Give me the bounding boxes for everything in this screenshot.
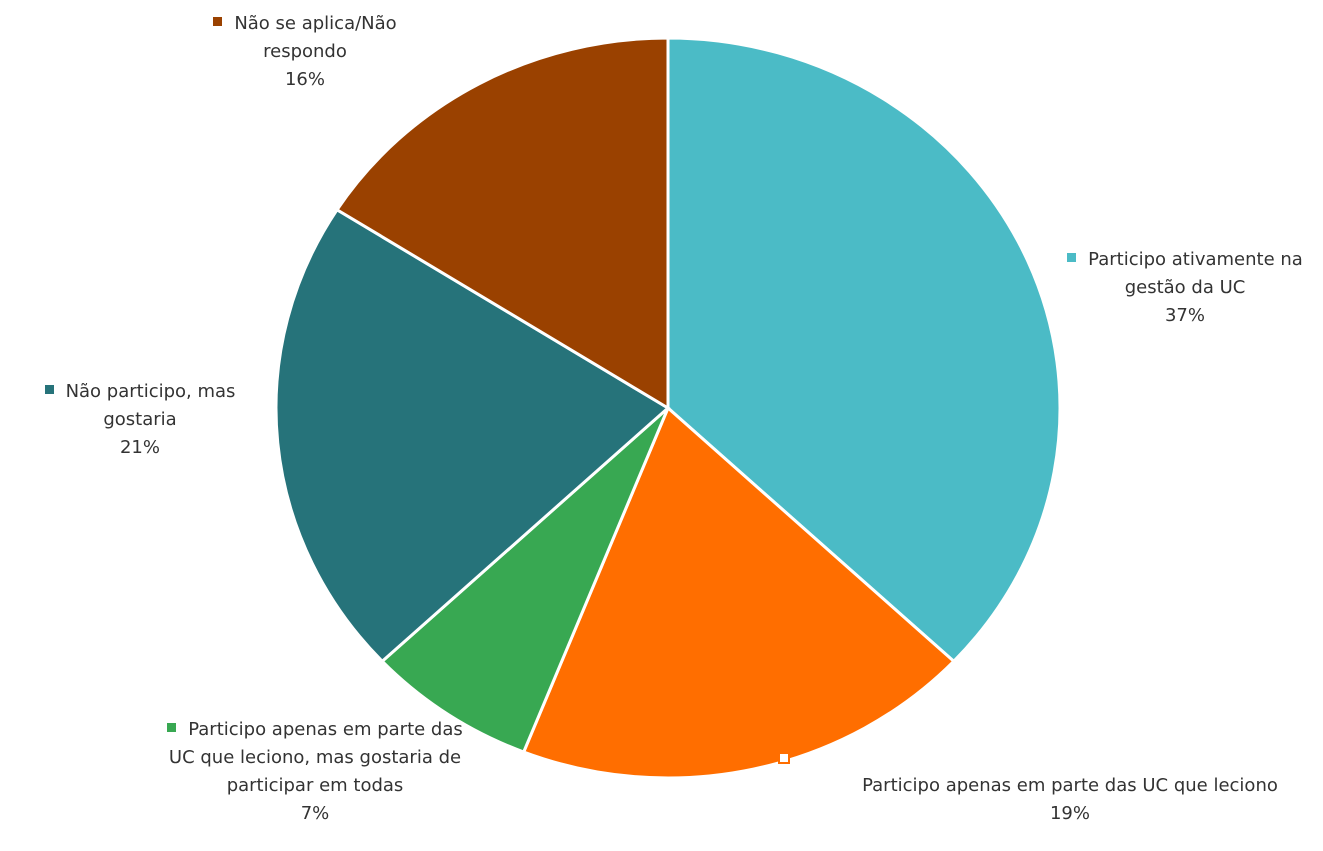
value-label: 16% <box>284 69 325 90</box>
category-label: Não se aplica/Não respondo <box>234 13 397 62</box>
value-label: 7% <box>300 803 330 824</box>
legend-marker <box>44 385 54 394</box>
value-label: 37% <box>1164 305 1205 326</box>
data-label: Participo ativamente na gestão da UC 37% <box>1050 246 1320 330</box>
legend-marker <box>213 17 223 26</box>
data-label: Não se aplica/Não respondo 16% <box>170 10 440 94</box>
category-label: Não participo, mas gostaria <box>65 381 236 430</box>
data-label: Participo apenas em parte das UC que lec… <box>800 772 1323 828</box>
data-label: Participo apenas em parte das UC que lec… <box>160 716 470 828</box>
slice <box>521 405 956 780</box>
slice <box>666 36 1062 664</box>
category-label: Participo ativamente na gestão da UC <box>1088 249 1303 298</box>
value-label: 21% <box>119 437 160 458</box>
category-label: Participo apenas em parte das UC que lec… <box>168 719 463 796</box>
legend-marker <box>1067 253 1077 262</box>
slice <box>274 207 671 664</box>
label-anchor <box>778 752 790 764</box>
slice <box>380 406 670 754</box>
slice <box>334 36 670 411</box>
legend-marker <box>167 723 177 732</box>
value-label: 19% <box>1049 803 1090 824</box>
category-label: Participo apenas em parte das UC que lec… <box>862 775 1278 796</box>
data-label: Não participo, mas gostaria 21% <box>10 378 270 462</box>
